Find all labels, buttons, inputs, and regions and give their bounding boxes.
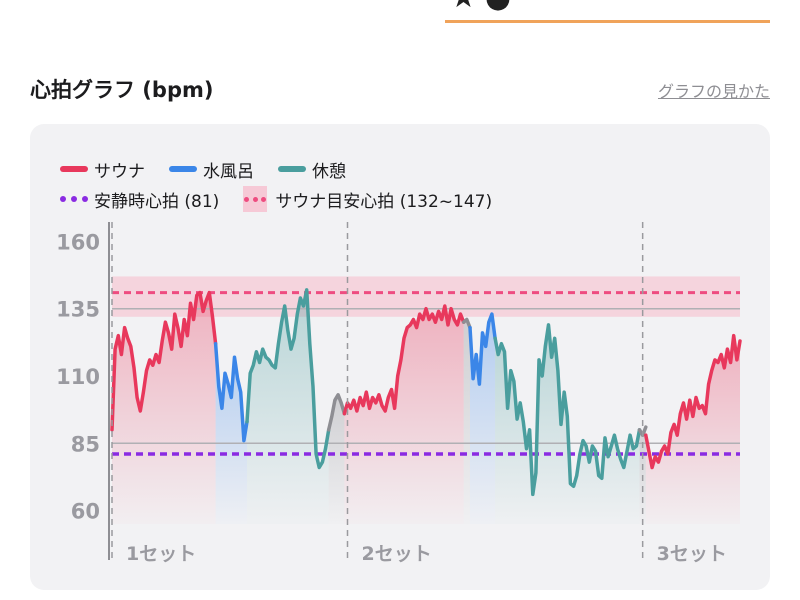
y-tick-label: 85 <box>71 432 100 456</box>
y-tick-label: 60 <box>71 500 100 524</box>
area-fill-sauna-4 <box>344 306 464 524</box>
legend-row-references: 安静時心拍 (81) サウナ目安心拍 (132~147) <box>60 184 516 214</box>
series-line-rest-7 <box>493 323 642 497</box>
section-title: 心拍グラフ (bpm) <box>30 78 214 102</box>
legend-label-water-bath: 水風呂 <box>203 161 254 182</box>
series-line-water_bath-6 <box>468 312 497 386</box>
series-line-sauna-9 <box>644 333 742 470</box>
legend-label-rest: 休憩 <box>312 161 346 182</box>
y-tick-label: 135 <box>56 298 100 322</box>
y-tick-label: 160 <box>56 230 100 254</box>
legend-label-sauna: サウナ <box>94 161 145 182</box>
series-line-transition-5 <box>461 317 472 330</box>
legend-item-resting-hr: 安静時心拍 (81) <box>60 187 219 212</box>
area-fill-sauna-9 <box>645 335 740 524</box>
area-fill-transition-5 <box>463 319 470 524</box>
series-line-sauna-4 <box>342 304 466 416</box>
legend-item-rest: 休憩 <box>278 157 346 182</box>
chart-legend: サウナ 水風呂 休憩 安静時心拍 (81) サウナ目安心拍 (132~147) <box>60 154 516 214</box>
legend-label-sauna-zone: サウナ目安心拍 (132~147) <box>275 191 493 212</box>
set-label-1: 1セット <box>126 543 196 565</box>
legend-item-sauna: サウナ <box>60 157 145 182</box>
series-line-sauna-0 <box>110 290 218 432</box>
legend-item-water-bath: 水風呂 <box>169 157 254 182</box>
resting-hr-dots-swatch <box>60 196 88 202</box>
rest-line-swatch <box>278 166 306 172</box>
heart-rate-plot: 160 135 110 85 60 1セット 2セット 3セット <box>56 222 742 565</box>
tab-icons[interactable]: ★● <box>450 0 519 15</box>
active-tab-indicator <box>445 20 770 23</box>
top-tab-area: ★● <box>0 0 800 60</box>
legend-label-resting-hr: 安静時心拍 (81) <box>94 191 220 212</box>
area-fill-sauna-0 <box>112 292 216 524</box>
graph-help-link[interactable]: グラフの見かた <box>657 82 770 101</box>
series-line-rest-2 <box>245 288 331 470</box>
series-line-water_bath-1 <box>213 341 249 443</box>
legend-item-sauna-zone: サウナ目安心拍 (132~147) <box>243 186 492 212</box>
sauna-zone-swatch <box>243 186 268 212</box>
y-tick-label: 110 <box>56 365 100 389</box>
sauna-line-swatch <box>60 166 88 172</box>
set-label-2: 2セット <box>362 543 432 565</box>
water-bath-line-swatch <box>169 166 197 172</box>
set-label-3: 3セット <box>657 543 727 565</box>
set-labels: 1セット 2セット 3セット <box>126 543 727 565</box>
area-fill-transition-3 <box>328 394 345 524</box>
heart-rate-chart-card: サウナ 水風呂 休憩 安静時心拍 (81) サウナ目安心拍 (132~147) <box>30 124 770 590</box>
series-line-transition-3 <box>326 393 347 432</box>
area-fill-rest-2 <box>247 289 329 524</box>
legend-row-phases: サウナ 水風呂 休憩 <box>60 154 516 184</box>
